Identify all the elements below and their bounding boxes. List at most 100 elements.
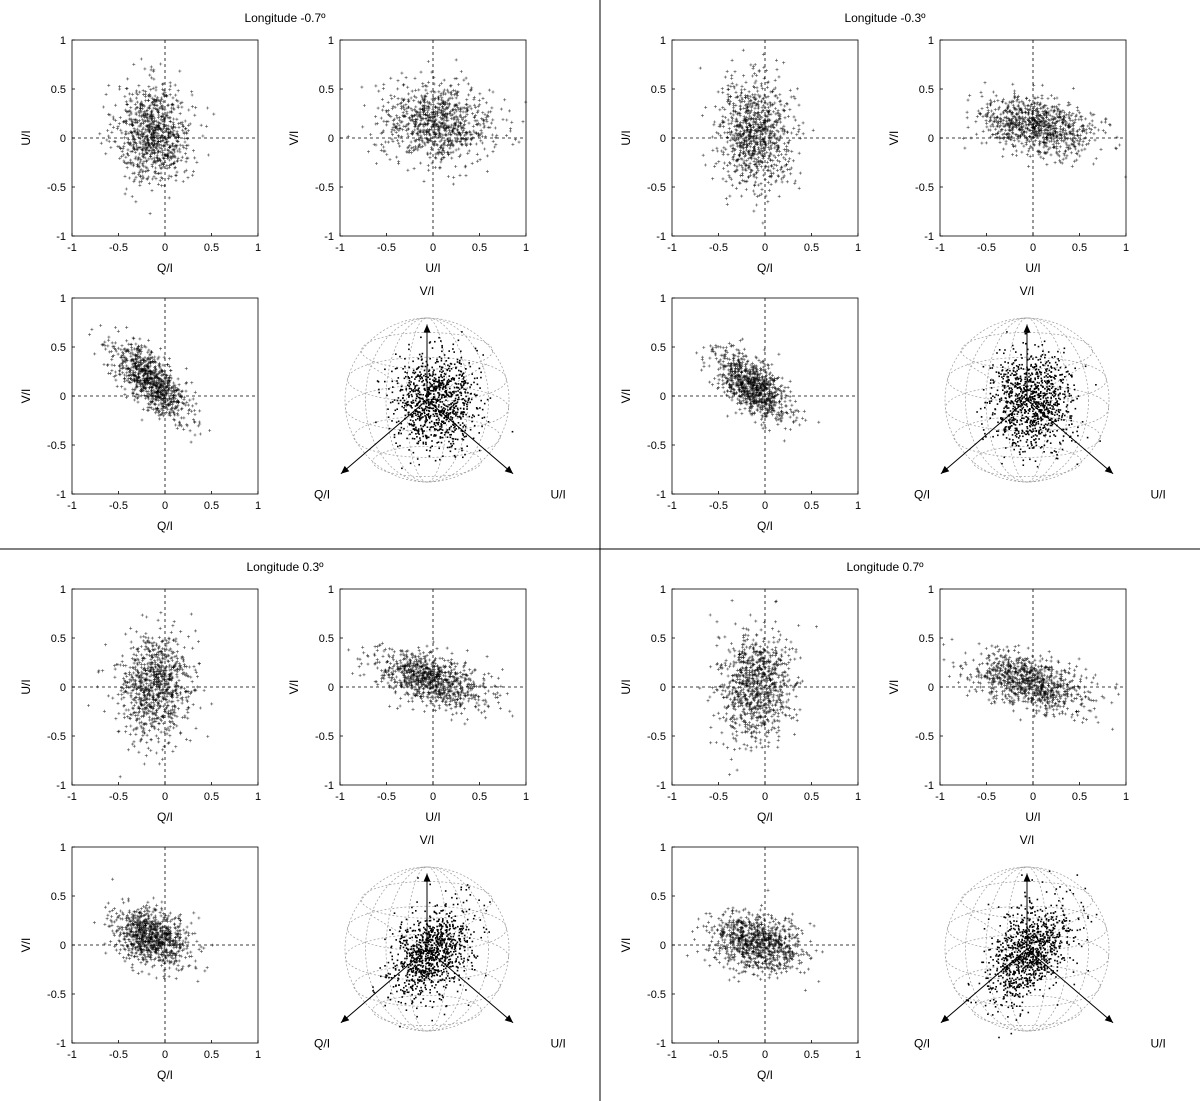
x-tick-label: -1 [667, 242, 677, 254]
data-point [116, 352, 120, 356]
data-point [145, 166, 149, 170]
data-point [1022, 144, 1026, 148]
data-point [165, 166, 169, 170]
data-point [125, 161, 129, 165]
data-point [393, 95, 396, 98]
data-point [175, 159, 179, 162]
data-point [409, 140, 413, 144]
data-point [108, 372, 112, 375]
data-point [126, 148, 130, 152]
data-point [174, 423, 178, 427]
sphere-point [411, 431, 413, 434]
data-point [480, 141, 484, 145]
sphere-point [408, 366, 411, 369]
sphere-point [407, 376, 409, 378]
data-point [125, 396, 128, 399]
sphere-point [429, 446, 432, 449]
data-point [517, 140, 521, 144]
data-point [157, 182, 160, 186]
data-point [425, 91, 429, 95]
data-point [438, 116, 442, 120]
data-point [116, 329, 120, 333]
sphere-point [443, 354, 446, 356]
data-point [395, 114, 399, 118]
data-point [155, 104, 159, 107]
data-point [793, 118, 797, 122]
sphere-point [476, 377, 478, 379]
data-point [119, 128, 123, 132]
sphere-point [437, 391, 439, 394]
sphere-point [402, 401, 404, 404]
data-point [765, 85, 769, 89]
data-point [119, 147, 123, 151]
data-point [362, 104, 366, 107]
data-point [143, 67, 147, 71]
data-point [151, 103, 155, 107]
sphere-point [411, 415, 414, 418]
data-point [184, 144, 188, 148]
sphere-point [419, 371, 421, 373]
data-point [722, 125, 725, 129]
data-point [139, 175, 142, 178]
data-point [449, 133, 453, 137]
sphere-point [466, 401, 469, 404]
data-point [138, 337, 142, 341]
data-point [469, 107, 473, 111]
data-point [772, 126, 776, 130]
data-point [495, 133, 499, 137]
data-point [149, 364, 153, 368]
data-point [501, 118, 505, 121]
sphere-point [440, 359, 443, 362]
sphere-point [483, 402, 486, 405]
x-tick-label: -0.5 [109, 500, 128, 512]
data-point [142, 155, 146, 159]
data-point [115, 127, 119, 131]
data-point [774, 107, 777, 110]
sphere-point [441, 345, 443, 347]
sphere-point [452, 412, 454, 414]
data-point [156, 98, 160, 102]
data-point [406, 85, 410, 89]
data-point [737, 98, 741, 102]
data-point [123, 393, 127, 397]
data-point [451, 182, 455, 186]
data-point [124, 187, 128, 191]
data-point [136, 158, 140, 162]
data-point [139, 180, 143, 184]
data-point [107, 134, 111, 138]
data-point [166, 103, 170, 107]
sphere-point [428, 455, 431, 457]
data-point [134, 118, 137, 122]
sphere-point [460, 350, 462, 353]
data-point [133, 102, 137, 106]
data-point [125, 103, 129, 107]
data-point [114, 326, 117, 329]
data-point [796, 87, 799, 91]
data-point [165, 140, 169, 144]
data-point [787, 149, 791, 153]
data-point [737, 163, 741, 167]
data-point [199, 123, 203, 127]
data-point [488, 126, 492, 129]
data-point [170, 131, 174, 135]
sphere-point [417, 415, 420, 417]
data-point [449, 132, 453, 136]
data-point [367, 150, 370, 154]
data-point [133, 178, 137, 182]
data-point [422, 179, 426, 183]
data-point [406, 132, 410, 136]
data-point [185, 156, 189, 160]
data-point [159, 373, 163, 377]
data-point [136, 400, 140, 404]
sphere-point [435, 387, 437, 390]
sphere-point [462, 398, 464, 400]
sphere-point [436, 413, 438, 415]
data-point [775, 123, 778, 127]
data-point [474, 142, 478, 146]
data-point [721, 91, 725, 95]
sphere-point [394, 409, 397, 412]
sphere-point [462, 378, 465, 380]
sphere-point [387, 416, 390, 418]
data-point [118, 156, 122, 160]
data-point [440, 136, 444, 140]
